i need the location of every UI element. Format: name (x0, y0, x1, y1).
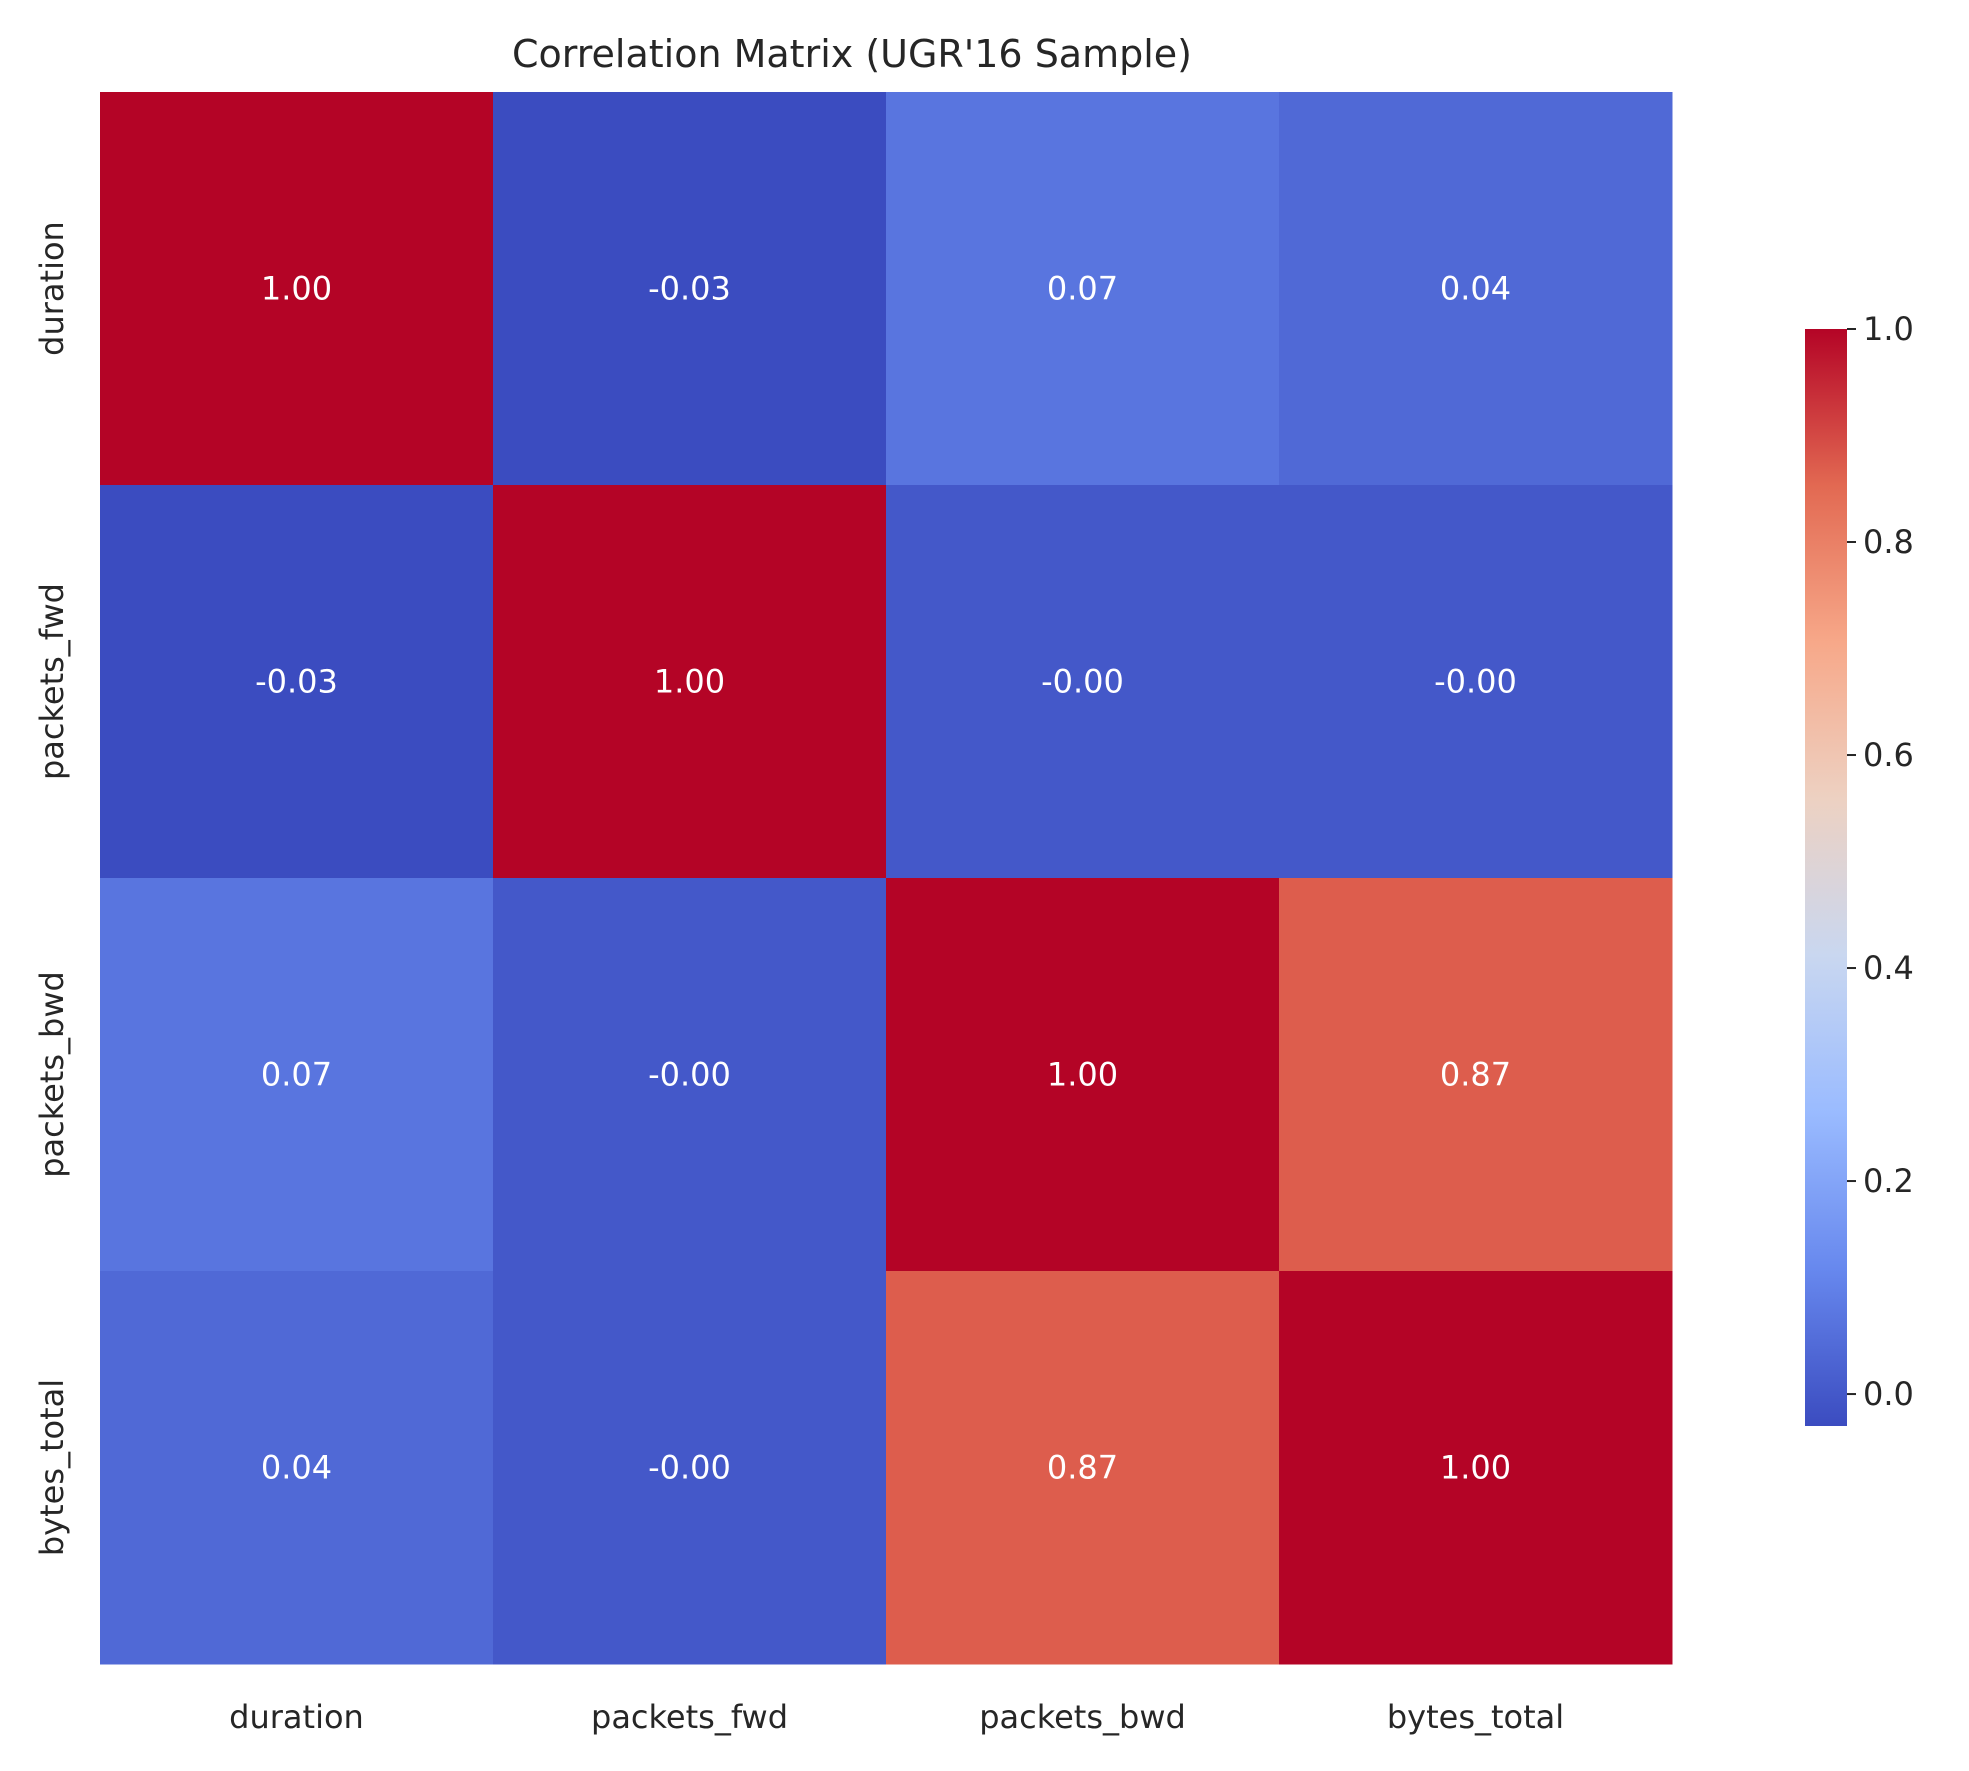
heatmap-cell-r1-c0 (100, 485, 494, 879)
colorbar-ticks: 0.0 0.2 0.4 0.6 0.8 1.0 (1847, 310, 1914, 1413)
heatmap-cell-r0-c1 (493, 92, 887, 486)
colorbar-tick-label-3: 0.6 (1863, 736, 1914, 774)
cell-value-label-r2-c3: 0.87 (1440, 1056, 1511, 1094)
colorbar-tick-label-5: 1.0 (1863, 310, 1914, 348)
cell-value-label-r2-c0: 0.07 (261, 1056, 332, 1094)
y-tick-label-packets_fwd: packets_fwd (33, 583, 71, 780)
cell-value-label-r3-c2: 0.87 (1047, 1449, 1118, 1487)
heatmap-cell-r1-c3 (1279, 485, 1673, 879)
colorbar: 0.0 0.2 0.4 0.6 0.8 1.0 (1805, 310, 1914, 1426)
heatmap-cells (100, 92, 1673, 1665)
cell-value-label-r0-c2: 0.07 (1047, 270, 1118, 308)
cell-value-label-r2-c1: -0.00 (648, 1056, 731, 1094)
cell-value-label-r0-c3: 0.04 (1440, 270, 1511, 308)
cell-value-label-r2-c2: 1.00 (1047, 1056, 1118, 1094)
heatmap-cell-r0-c3 (1279, 92, 1673, 486)
cell-value-label-r1-c3: -0.00 (1434, 663, 1517, 701)
cell-value-label-r3-c3: 1.00 (1440, 1449, 1511, 1487)
x-axis-tick-labels: duration packets_fwd packets_bwd bytes_tota… (229, 1698, 1564, 1736)
cell-value-label-r0-c0: 1.00 (261, 270, 332, 308)
cell-value-label-r1-c1: 1.00 (654, 663, 725, 701)
cell-value-label-r3-c1: -0.00 (648, 1449, 731, 1487)
heatmap-cell-r2-c1 (493, 878, 887, 1272)
cell-value-label-r3-c0: 0.04 (261, 1449, 332, 1487)
colorbar-tick-label-4: 0.8 (1863, 523, 1914, 561)
cell-value-label-r1-c2: -0.00 (1041, 663, 1124, 701)
heatmap-cell-r1-c2 (886, 485, 1280, 879)
y-axis-tick-labels: duration packets_fwd packets_bwd bytes_tota… (33, 221, 71, 1556)
heatmap-cell-r2-c2 (886, 878, 1280, 1272)
cell-value-label-r1-c0: -0.03 (255, 663, 338, 701)
heatmap-cell-r3-c0 (100, 1271, 494, 1665)
heatmap-cell-r0-c2 (886, 92, 1280, 486)
x-tick-label-packets_fwd: packets_fwd (591, 1698, 788, 1736)
heatmap-cell-labels: 1.00 -0.03 0.07 0.04 -0.03 1.00 -0.00 -0.00 0.07… (255, 270, 1517, 1487)
colorbar-tick-label-0: 0.0 (1863, 1375, 1914, 1413)
y-tick-label-duration: duration (33, 221, 71, 356)
heatmap-cell-r2-c0 (100, 878, 494, 1272)
x-tick-label-packets_bwd: packets_bwd (979, 1698, 1186, 1736)
heatmap-cell-r3-c1 (493, 1271, 887, 1665)
x-tick-label-bytes_total: bytes_total (1387, 1698, 1564, 1736)
cell-value-label-r0-c1: -0.03 (648, 270, 731, 308)
heatmap-cell-r3-c3 (1279, 1271, 1673, 1665)
heatmap-cell-r0-c0 (100, 92, 494, 486)
colorbar-tick-label-2: 0.4 (1863, 949, 1914, 987)
colorbar-tick-label-1: 0.2 (1863, 1162, 1914, 1200)
heatmap-cell-r3-c2 (886, 1271, 1280, 1665)
colorbar-gradient (1805, 329, 1847, 1426)
heatmap-cell-r2-c3 (1279, 878, 1673, 1272)
heatmap-cell-r1-c1 (493, 485, 887, 879)
y-tick-label-bytes_total: bytes_total (33, 1379, 71, 1556)
chart-title: Correlation Matrix (UGR'16 Sample) (512, 32, 1192, 76)
x-tick-label-duration: duration (229, 1698, 364, 1736)
y-tick-label-packets_bwd: packets_bwd (33, 971, 71, 1178)
